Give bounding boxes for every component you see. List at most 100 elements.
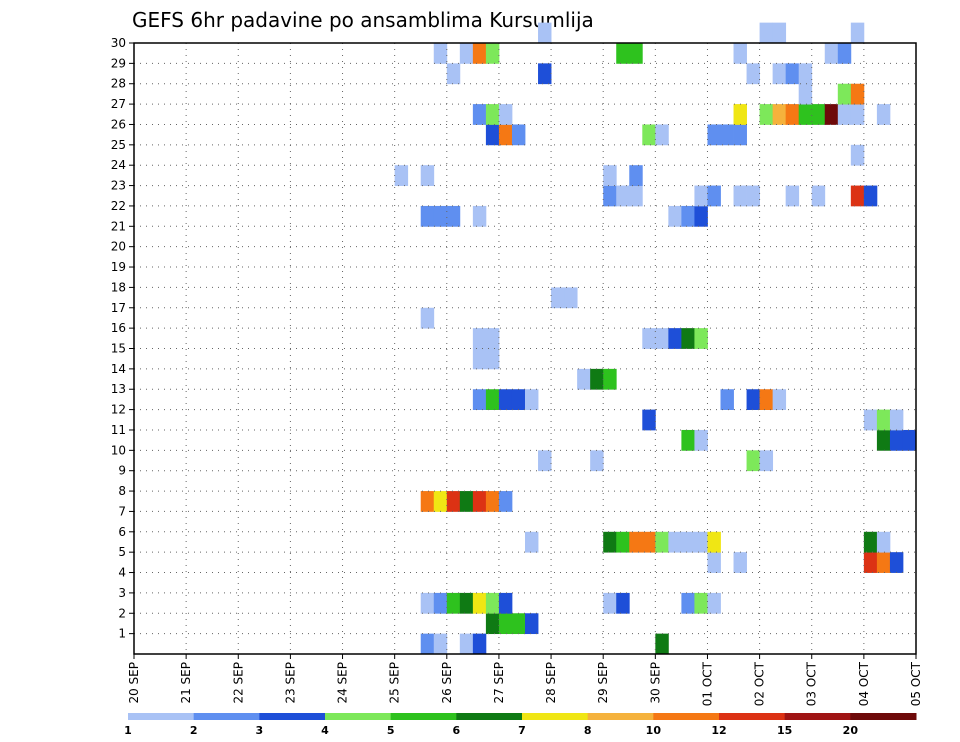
heatmap-cell [681,592,695,614]
heatmap-cell [668,531,682,553]
colorbar-swatch [325,713,392,720]
heatmap-cell [603,368,617,390]
heatmap-cell [889,552,904,573]
heatmap-cell [590,450,604,472]
colorbar-swatch [259,713,326,720]
heatmap-cell [472,491,487,512]
heatmap-cell [681,328,695,349]
heatmap-cell [694,592,708,614]
heatmap-cell [616,43,630,64]
x-tick-label: 25 SEP [388,662,402,704]
heatmap-cell [876,552,891,573]
heatmap-cell [420,633,435,655]
heatmap-cell [772,389,787,410]
colorbar-swatch [193,713,260,720]
heatmap-cell [603,592,617,614]
heatmap-cell [498,104,513,125]
y-tick-label: 27 [111,97,126,111]
x-tick-label: 02 OCT [753,661,767,706]
heatmap-cell [694,185,708,207]
heatmap-cell [603,165,617,186]
y-tick-label: 18 [111,280,126,294]
heatmap-cell [694,531,708,553]
heatmap-cell [772,22,787,44]
heatmap-cell [655,328,669,349]
y-tick-label: 4 [118,566,126,580]
colorbar-swatch [784,713,851,720]
heatmap-cell [629,43,643,64]
heatmap-cell [785,104,800,125]
colorbar-swatch [653,713,720,720]
colorbar-swatch [719,713,786,720]
heatmap-cell [616,592,630,614]
heatmap-cell [603,531,617,553]
colorbar-label: 2 [190,724,198,737]
y-tick-label: 28 [111,77,126,91]
heatmap-cell [720,389,734,410]
heatmap-cell [850,144,865,166]
colorbar-label: 10 [646,724,662,737]
y-axis-ticks: 1234567891011121314151617181920212223242… [111,36,134,641]
heatmap-cell [811,185,826,207]
heatmap-cell [876,531,891,553]
heatmap-cell [420,491,435,512]
heatmap-cell [746,389,760,410]
y-tick-label: 9 [118,464,126,478]
heatmap-cell [433,205,448,227]
heatmap-cell [446,491,461,512]
heatmap-cell [498,124,513,146]
heatmap-cell [485,124,500,146]
colorbar-label: 6 [453,724,461,737]
colorbar-label: 12 [711,724,726,737]
heatmap-cell [551,287,565,309]
heatmap-cell [394,165,409,186]
y-tick-label: 22 [111,199,126,213]
y-tick-label: 2 [118,606,126,620]
heatmap-cell [459,43,474,64]
heatmap-cell [876,409,891,431]
colorbar-swatch [850,713,917,720]
heatmap-cell [446,205,461,227]
y-tick-label: 29 [111,56,126,70]
x-tick-label: 01 OCT [700,661,714,706]
heatmap-cell [863,531,878,553]
heatmap-cell [603,185,617,207]
heatmap-cell [772,104,787,125]
heatmap-cell [889,429,904,451]
heatmap-cell [420,205,435,227]
heatmap-cell [668,205,682,227]
heatmap-cell [642,124,656,146]
heatmap-cell [511,613,526,635]
y-tick-label: 11 [111,423,126,437]
heatmap-cell [733,43,747,64]
y-tick-label: 16 [111,321,126,335]
heatmap-cell [746,63,760,85]
heatmap-cell [707,124,721,146]
heatmap-cell [733,124,747,146]
heatmap-cell [707,552,721,573]
heatmap-cell [433,592,448,614]
y-tick-label: 25 [111,138,126,152]
x-tick-label: 28 SEP [544,662,558,704]
colorbar-label: 20 [843,724,859,737]
x-tick-label: 04 OCT [857,661,871,706]
x-tick-label: 03 OCT [805,661,819,706]
heatmap-cell [850,104,865,125]
y-tick-label: 30 [111,36,126,50]
heatmap-cell [837,43,852,64]
y-tick-label: 8 [118,484,126,498]
heatmap-cell [876,104,891,125]
colorbar: 1 2 3 4 5 6 7 8 10 12 15 20 [124,713,917,737]
heatmap-cell [785,185,800,207]
y-tick-label: 10 [111,443,126,457]
heatmap-cell [876,429,891,451]
heatmap-cell [420,165,435,186]
heatmap-cell [642,409,656,431]
heatmap-cell [759,22,774,44]
heatmap-cell [681,205,695,227]
heatmap-cell [577,368,591,390]
heatmap-cell [472,348,487,370]
y-tick-label: 20 [111,240,126,254]
heatmap-cell [694,205,708,227]
heatmap-cells [394,22,917,655]
